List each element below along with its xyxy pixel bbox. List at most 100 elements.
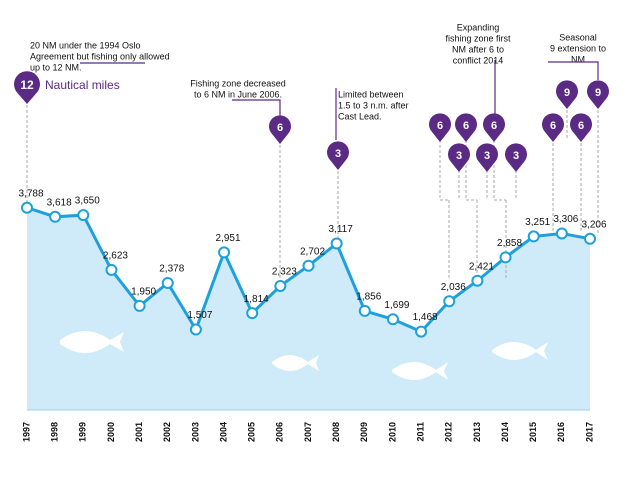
data-label: 2,702: [300, 246, 325, 257]
data-label: 2,323: [272, 267, 297, 278]
data-point: [386, 313, 399, 326]
x-tick-label: 2017: [584, 422, 594, 442]
annotation: Limited between: [338, 89, 404, 99]
annotation-rule: [232, 99, 281, 118]
data-label: 2,421: [469, 261, 494, 272]
data-label: 2,378: [159, 264, 184, 275]
data-label: 1,468: [413, 312, 438, 323]
data-label: 2,623: [103, 251, 128, 262]
x-tick-label: 2004: [218, 422, 228, 442]
data-point: [555, 227, 568, 240]
pin-label: 6: [491, 120, 497, 132]
x-tick-label: 2014: [500, 422, 510, 442]
data-point: [133, 299, 146, 312]
pin-label: 6: [578, 120, 584, 132]
annotation: Agreement but fishing only allowed: [30, 51, 170, 61]
data-label: 3,306: [553, 214, 578, 225]
x-tick-label: 2011: [415, 422, 425, 442]
x-tick-label: 2005: [247, 422, 257, 442]
annotation: Seasonal: [559, 32, 597, 42]
x-tick-label: 1999: [78, 422, 88, 442]
area-fill: [27, 207, 590, 410]
legend-label: Nautical miles: [45, 78, 120, 92]
data-point: [189, 323, 202, 336]
x-tick-label: 2008: [331, 422, 341, 442]
annotation: NM: [571, 54, 585, 64]
pin-label: 3: [335, 148, 341, 160]
x-tick-label: 1998: [50, 422, 60, 442]
data-point: [415, 325, 428, 338]
pin: [483, 113, 506, 142]
pin: [556, 80, 578, 109]
data-point: [584, 232, 596, 245]
data-label: 3,251: [525, 217, 550, 228]
pin-label: 9: [595, 87, 601, 99]
data-label: 1,950: [131, 287, 156, 298]
pin: [14, 71, 40, 104]
data-point: [49, 210, 62, 223]
annotation: 9 extension to: [550, 43, 606, 53]
annotation: fishing zone first: [445, 33, 511, 43]
data-label: 3,650: [75, 196, 100, 207]
data-point: [218, 246, 231, 259]
annotation: Fishing zone decreased: [190, 78, 286, 88]
data-point: [527, 230, 540, 243]
annotation: 1.5 to 3 n.m. after: [338, 100, 409, 110]
pin: [455, 113, 477, 142]
pin: [542, 113, 564, 142]
pin-label: 3: [513, 150, 519, 162]
data-label: 2,858: [497, 238, 522, 249]
pin: [505, 143, 527, 172]
pin: [429, 113, 451, 142]
pin-label: 6: [437, 120, 443, 132]
x-tick-label: 2003: [190, 422, 200, 442]
pin: [327, 141, 350, 170]
data-point: [499, 251, 512, 264]
x-tick-label: 2007: [303, 422, 313, 442]
pin-label: 6: [463, 120, 469, 132]
annotation: conflict 2014: [453, 55, 504, 65]
x-tick-label: 2000: [106, 422, 116, 442]
data-label: 1,814: [244, 294, 269, 305]
annotation: 20 NM under the 1994 Oslo: [30, 40, 141, 50]
data-point: [358, 304, 371, 317]
pin: [570, 113, 593, 142]
fish-decoration: [60, 331, 548, 380]
annotation: Cast Lead.: [338, 111, 382, 121]
x-tick-label: 2015: [528, 422, 538, 442]
pin: [587, 80, 610, 109]
data-label: 1,507: [187, 310, 212, 321]
x-tick-label: 2010: [387, 422, 397, 442]
pin: [269, 115, 291, 144]
data-point: [471, 274, 484, 287]
annotation: Expanding: [457, 22, 500, 32]
pin-label: 9: [564, 87, 570, 99]
x-tick-label: 2016: [556, 422, 566, 442]
x-tick-label: 2006: [275, 422, 285, 442]
data-label: 1,699: [384, 300, 409, 311]
x-tick-label: 2012: [444, 422, 454, 442]
data-label: 3,117: [329, 224, 354, 235]
data-point: [21, 201, 33, 214]
x-tick-label: 1997: [21, 422, 31, 442]
data-point: [443, 295, 456, 308]
annotation: NM after 6 to: [452, 44, 504, 54]
data-label: 2,036: [441, 282, 466, 293]
pin-label: 6: [550, 120, 556, 132]
pin-label: 3: [456, 150, 462, 162]
data-point: [302, 259, 315, 272]
pin-label: 3: [484, 150, 490, 162]
x-tick-label: 2009: [359, 422, 369, 442]
pin: [448, 143, 471, 172]
x-tick-label: 2002: [162, 422, 172, 442]
data-point: [77, 209, 90, 222]
leader-bracket: [439, 140, 460, 280]
data-point: [330, 237, 343, 250]
pin: [476, 143, 499, 172]
data-label: 2,951: [216, 233, 241, 244]
annotation-rule: [548, 61, 599, 80]
data-point: [105, 263, 118, 276]
data-label: 3,788: [18, 188, 43, 199]
data-label: 3,618: [47, 197, 72, 208]
